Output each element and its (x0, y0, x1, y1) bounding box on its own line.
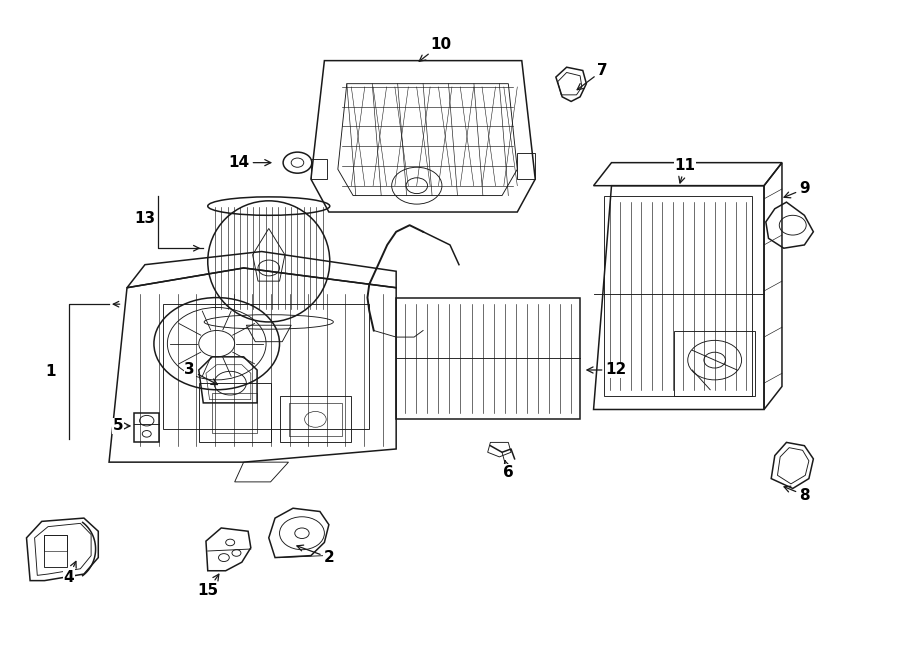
Text: 6: 6 (503, 461, 514, 479)
Text: 3: 3 (184, 362, 218, 385)
Text: 8: 8 (784, 486, 810, 502)
Text: 10: 10 (419, 36, 452, 61)
Text: 14: 14 (229, 155, 271, 170)
Text: 15: 15 (197, 574, 219, 598)
Bar (134, 412, 159, 442)
Text: 13: 13 (134, 211, 156, 226)
Bar (44, 535, 67, 567)
Text: 2: 2 (297, 545, 334, 565)
Text: 1: 1 (46, 364, 56, 379)
Text: 7: 7 (577, 63, 608, 90)
Bar (396, 297, 580, 419)
Text: 9: 9 (784, 182, 810, 198)
Bar (604, 196, 752, 397)
Text: 4: 4 (63, 561, 76, 585)
Text: 12: 12 (587, 362, 626, 377)
Bar (44, 535, 67, 551)
Text: 11: 11 (675, 159, 696, 183)
Text: 5: 5 (112, 418, 130, 434)
